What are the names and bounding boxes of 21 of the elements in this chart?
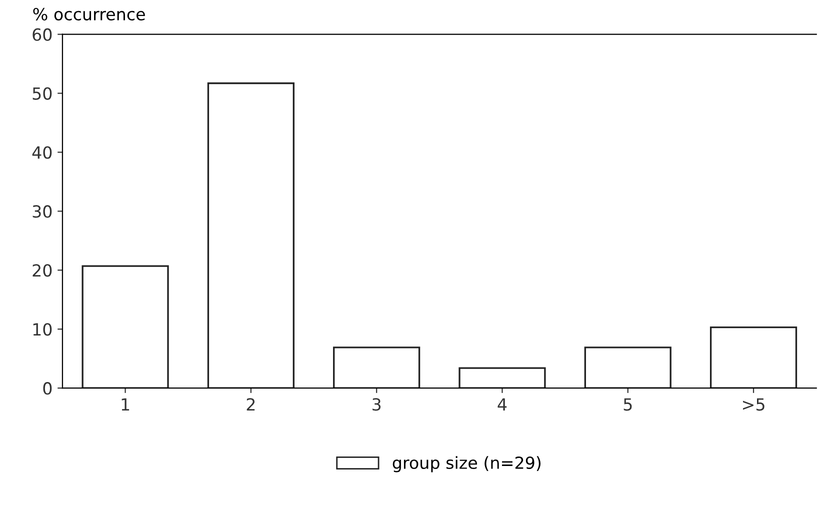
x-tick-label: 2 [246, 398, 255, 410]
y-tick-label: 0 [43, 382, 52, 395]
bar [333, 346, 420, 388]
y-tick-label: 20 [32, 264, 52, 277]
bar [207, 82, 294, 388]
bar [458, 367, 546, 388]
y-tick-label: 40 [32, 146, 52, 159]
y-tick-label: 10 [33, 323, 52, 336]
x-tick-label: >5 [743, 398, 764, 411]
bar [82, 265, 169, 388]
bar [584, 346, 672, 388]
legend-label: group size (n=29) [392, 456, 540, 472]
y-axis-title: % occurrence [33, 8, 145, 20]
x-tick-label: 5 [624, 398, 632, 411]
x-tick-label: 1 [122, 398, 130, 410]
bar [710, 326, 798, 388]
y-tick-label: 30 [32, 205, 52, 218]
y-tick-label: 50 [32, 87, 52, 100]
x-tick-label: 4 [498, 398, 507, 410]
x-tick-label: 3 [372, 398, 381, 411]
y-tick-label: 60 [32, 28, 52, 41]
